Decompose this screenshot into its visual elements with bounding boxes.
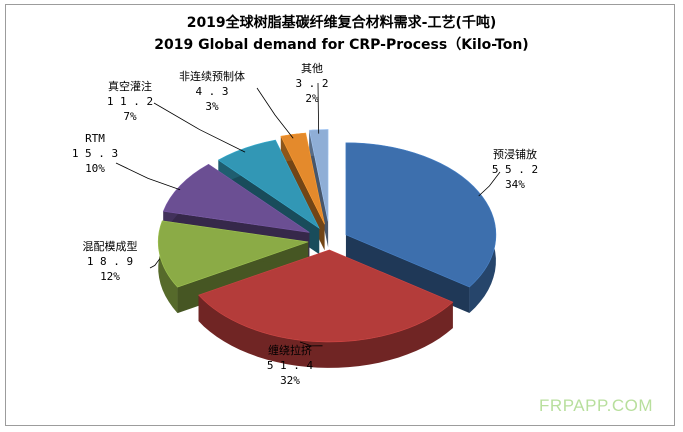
chart-title: 2019全球树脂基碳纤维复合材料需求-工艺(千吨)	[186, 15, 497, 31]
pie-slice	[217, 139, 320, 229]
pie-slice-side	[158, 220, 178, 314]
slice-label-value: 1 8 . 9	[87, 255, 133, 268]
pie-slice	[157, 220, 309, 288]
slice-label-percent: 3%	[205, 100, 219, 113]
pie-tops	[157, 129, 497, 343]
leader-line	[317, 82, 320, 134]
watermark: FRPAPP.COM	[539, 396, 653, 415]
leader-line	[149, 258, 161, 269]
slice-label-name: 非连续预制体	[179, 69, 245, 83]
leader-line	[115, 162, 181, 191]
leader-lines	[115, 82, 501, 347]
slice-label-percent: 12%	[100, 270, 120, 283]
slice-label-value: 5 1 . 4	[267, 359, 314, 372]
slice-label-value: 5 5 . 2	[492, 163, 538, 176]
leader-line	[478, 171, 501, 197]
slice-label-percent: 32%	[280, 374, 300, 387]
pie-slice-wall	[345, 234, 470, 314]
pie-slice-side	[198, 295, 453, 368]
slice-label-value: 4 . 3	[195, 85, 228, 98]
chart-subtitle: 2019 Global demand for CRP-Process（Kilo-…	[154, 37, 529, 53]
slice-label-value: 1 1 . 2	[107, 95, 153, 108]
slice-label-name: 预浸铺放	[493, 147, 537, 161]
slice-label-name: 混配模成型	[83, 239, 138, 253]
leader-line	[299, 341, 323, 347]
pie-slice	[345, 142, 497, 288]
slice-label-name: 缠绕拉挤	[268, 343, 312, 357]
slice-label-percent: 7%	[123, 110, 137, 123]
slice-label-percent: 10%	[85, 162, 105, 175]
leader-line	[153, 102, 246, 153]
pie-slice	[198, 249, 454, 343]
pie-slice	[162, 163, 310, 233]
slice-label-name: 其他	[301, 62, 323, 75]
slice-label-value: 1 5 . 3	[72, 147, 118, 160]
pie-slice	[280, 132, 325, 225]
slice-labels: 预浸铺放 5 5 . 2 34% 缠绕拉挤 5 1 . 4 32% 混配模成型 1 8 . 9…	[72, 62, 538, 387]
slice-label-name: RTM	[85, 132, 105, 145]
slice-label-percent: 34%	[505, 178, 525, 191]
slice-label-name: 真空灌注	[108, 79, 152, 93]
slice-label-percent: 2%	[305, 92, 319, 105]
leader-line	[256, 87, 294, 139]
slice-label-value: 3 . 2	[295, 77, 328, 90]
